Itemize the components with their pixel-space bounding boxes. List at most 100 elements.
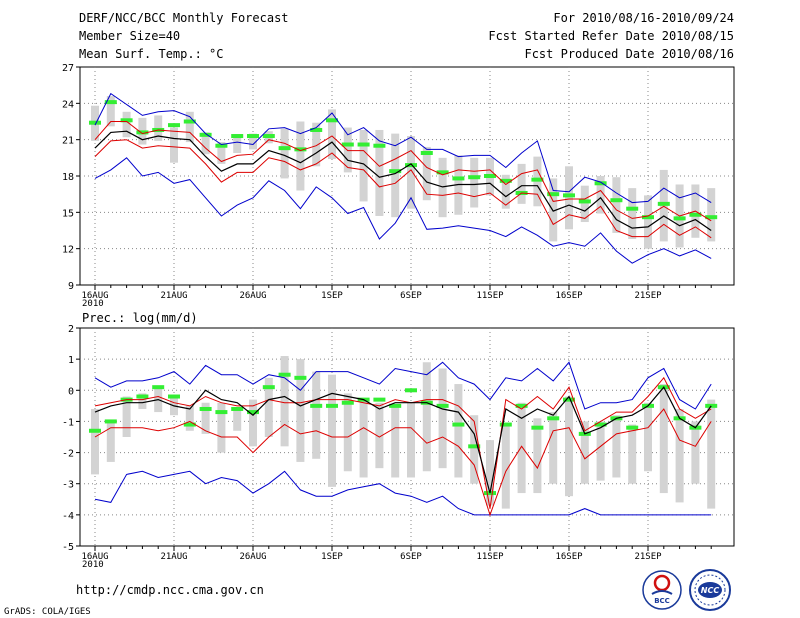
- precipitation-observation-mark: [136, 394, 149, 399]
- precipitation-observation-mark: [515, 403, 528, 408]
- temperature-observation-mark: [231, 134, 244, 139]
- temperature-ensemble-bar: [391, 133, 400, 218]
- grads-credit: GrADS: COLA/IGES: [4, 607, 91, 617]
- temperature-observation-mark: [120, 118, 133, 123]
- temperature-x-ticks: 16AUG 21AUG 26AUG 1SEP 6SEP 11SEP 16SEP 21SEP: [81, 285, 712, 301]
- precipitation-median-line: [94, 386, 712, 494]
- panel1-title: Mean Surf. Temp.: °C: [79, 47, 224, 61]
- precipitation-ensemble-bar: [407, 402, 415, 478]
- temperature-observation-mark: [547, 192, 560, 197]
- precipitation-observation-mark: [499, 422, 512, 427]
- precipitation-observation-mark: [262, 385, 275, 390]
- precipitation-ensemble-bar: [517, 402, 526, 494]
- precipitation-observation-mark: [152, 385, 165, 390]
- precipitation-ensemble-bar: [328, 374, 336, 487]
- precipitation-ensemble-bar: [249, 399, 257, 447]
- precipitation-ensemble-bar: [217, 402, 226, 453]
- temperature-observation-mark: [468, 175, 481, 180]
- temperature-observation-mark: [183, 119, 196, 124]
- temperature-observation-mark: [689, 212, 702, 217]
- precipitation-x-tick-label: 6SEP: [400, 552, 422, 562]
- precipitation-ensemble-bar: [343, 393, 352, 472]
- precipitation-ensemble-bar: [612, 415, 621, 478]
- precipitation-max-upper-line: [94, 361, 712, 410]
- temperature-x-tick-label: 11SEP: [476, 291, 504, 301]
- precipitation-x-ticks: 16AUG 21AUG 26AUG 1SEP 6SEP 11SEP 16SEP 21SEP: [81, 546, 712, 562]
- precipitation-ensemble-bar: [91, 408, 99, 475]
- precipitation-observation-mark: [531, 425, 544, 430]
- precipitation-observation-mark: [183, 422, 196, 427]
- temperature-observation-mark: [136, 130, 149, 135]
- precipitation-ensemble-bar: [138, 393, 147, 409]
- temperature-observation-mark: [626, 206, 639, 211]
- precipitation-observation-mark: [294, 375, 307, 380]
- ncc-logo-inner-ring: [694, 574, 726, 606]
- temperature-observation-mark: [294, 147, 307, 152]
- precipitation-ensemble-bar: [565, 396, 573, 497]
- temperature-observation-mark: [310, 127, 323, 132]
- source-url: http://cmdp.ncc.cma.gov.cn: [76, 583, 264, 597]
- precipitation-observation-mark: [168, 394, 180, 399]
- temperature-observation-mark: [531, 177, 544, 182]
- precipitation-ensemble-bar: [644, 402, 652, 472]
- precipitation-ensemble-bar: [296, 359, 305, 462]
- temperature-ensemble-bar: [707, 188, 716, 242]
- precipitation-y-tick-label: -1: [62, 417, 74, 428]
- precipitation-ensemble-bar: [549, 412, 558, 484]
- temperature-ensemble-bar: [280, 128, 289, 179]
- temperature-q1-line: [94, 139, 712, 239]
- precipitation-y-tick-label: -4: [62, 511, 74, 522]
- precipitation-ensemble-bar: [264, 377, 273, 437]
- temperature-ensemble-bar: [170, 127, 178, 163]
- temperature-observation-mark: [405, 163, 417, 168]
- precipitation-ensemble-bar: [122, 396, 131, 437]
- member-size-label: Member Size=40: [79, 29, 180, 43]
- temperature-observation-mark: [499, 178, 512, 183]
- precipitation-observation-mark: [405, 388, 417, 393]
- temperature-ensemble-bar: [517, 163, 526, 204]
- precipitation-y-tick-label: -5: [62, 542, 74, 553]
- precipitation-x-tick-label: 26AUG: [239, 552, 266, 562]
- precipitation-observation-mark: [468, 444, 481, 449]
- forecast-period: For 2010/08/16-2010/09/24: [553, 11, 734, 25]
- precipitation-observation-mark: [547, 416, 560, 421]
- ncc-logo-text: NCC: [701, 586, 720, 595]
- temperature-x-tick-label: 16SEP: [555, 291, 583, 301]
- precipitation-x-tick-label: 21AUG: [160, 552, 187, 562]
- precipitation-x-tick-label: 1SEP: [321, 552, 343, 562]
- precipitation-observation-mark: [626, 425, 639, 430]
- temperature-x-tick-label: 21SEP: [634, 291, 662, 301]
- precipitation-observation-mark: [247, 410, 259, 415]
- ncc-logo: NCC: [689, 569, 731, 611]
- precipitation-observation-mark: [705, 403, 718, 408]
- temperature-ensemble-bar: [185, 111, 194, 143]
- temperature-observation-mark: [389, 169, 402, 174]
- temperature-ensemble-bar: [201, 132, 210, 155]
- temperature-y-tick-label: 21: [62, 136, 74, 147]
- precipitation-ensemble-bar: [391, 405, 400, 478]
- temperature-observation-mark: [452, 176, 465, 181]
- temperature-ensemble-bar: [233, 136, 242, 153]
- panel2-title: Prec.: log(mm/d): [82, 311, 198, 325]
- temperature-ensemble-bar: [565, 166, 573, 230]
- precipitation-ensemble-bar: [422, 362, 431, 472]
- precipitation-ensemble-bar: [201, 402, 210, 434]
- precipitation-y-tick-label: -2: [62, 449, 74, 460]
- precipitation-ensemble-bar: [501, 424, 510, 509]
- temperature-observation-mark: [594, 181, 607, 186]
- precipitation-y-tick-label: 2: [68, 324, 74, 335]
- precipitation-y-ticks: -5 -4 -3 -2 -1 0 1 2: [62, 324, 80, 553]
- precipitation-panel: -5 -4 -3 -2 -1 0 1 2 16AUG 21AUG 26AUG 1SEP 6SEP 11S…: [62, 324, 735, 570]
- temperature-ensemble-bar: [106, 96, 115, 127]
- precipitation-ensemble-bar: [312, 371, 321, 459]
- temperature-observation-mark: [326, 118, 338, 123]
- temperature-median-line: [94, 130, 712, 231]
- temperature-ensemble-bar: [359, 129, 368, 202]
- precipitation-y-tick-label: -3: [62, 480, 74, 491]
- temperature-observation-mark: [705, 215, 718, 220]
- temperature-ensemble-bar: [628, 188, 637, 239]
- temperature-ensemble-bar: [549, 178, 558, 242]
- temperature-ensemble-bar: [422, 146, 431, 201]
- temperature-x-tick-label: 1SEP: [321, 291, 343, 301]
- temperature-ensemble-bar: [501, 174, 510, 209]
